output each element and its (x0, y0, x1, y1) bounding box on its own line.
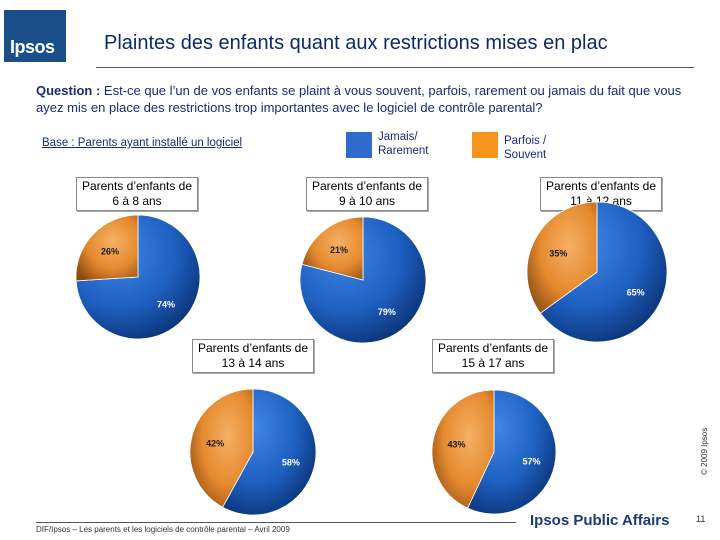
legend-label-parfois: Parfois / Souvent (504, 134, 546, 162)
brand-name: Ipsos Public Affairs (530, 512, 670, 529)
footer-divider (36, 522, 516, 523)
pie-title-13-14: Parents d’enfants de 13 à 14 ans (192, 339, 314, 373)
pie-11-12-slice-blue (539, 201, 668, 343)
pie-9-10-slice-orange (301, 216, 364, 281)
legend-jamais-line1: Jamais/ (378, 131, 418, 143)
pie-title-6-8: Parents d’enfants de 6 à 8 ans (76, 177, 198, 211)
pie-title-15-17-line2: 15 à 17 ans (461, 356, 525, 370)
pie-11-12-label-orange: 35% (549, 248, 567, 258)
pie-11-12-slice-orange (526, 201, 598, 314)
copyright: © 2009 Ipsos (700, 427, 709, 475)
pie-title-11-12-line1: Parents d’enfants de (545, 179, 657, 193)
footer-source: DIF/Ipsos – Les parents et les logiciels… (36, 525, 290, 534)
legend-swatch-blue (346, 132, 372, 158)
pie-title-13-14-line1: Parents d’enfants de (197, 341, 309, 355)
pie-title-13-14-line2: 13 à 14 ans (221, 356, 285, 370)
legend-swatch-orange (472, 132, 498, 158)
pie-9-10-label-orange: 21% (330, 245, 348, 255)
pie-title-6-8-line1: Parents d’enfants de (81, 179, 193, 193)
title-divider (96, 67, 694, 68)
pie-15-17-label-blue: 57% (523, 456, 541, 466)
pie-15-17-slice-orange (431, 389, 495, 509)
pie-title-15-17-line1: Parents d’enfants de (437, 341, 549, 355)
base-note: Base : Parents ayant installé un logicie… (42, 137, 243, 149)
pie-15-17-slice-blue (467, 389, 557, 515)
pie-title-9-10-line1: Parents d’enfants de (311, 179, 423, 193)
ipsos-logo: Ipsos (4, 10, 66, 62)
question-label: Question : (36, 83, 101, 98)
pie-6-8-label-orange: 26% (101, 247, 119, 257)
logo-text: Ipsos (10, 37, 55, 57)
pie-title-15-17: Parents d’enfants de 15 à 17 ans (432, 339, 554, 373)
pie-13-14-label-orange: 42% (206, 438, 224, 448)
page-number: 11 (696, 514, 706, 524)
legend-label-jamais: Jamais/ Rarement (378, 130, 429, 158)
question-text: Question : Est-ce que l’un de vos enfant… (36, 82, 686, 116)
pie-11-12-label-blue: 65% (627, 288, 645, 298)
page-title: Plaintes des enfants quant aux restricti… (104, 32, 608, 54)
question-body: Est-ce que l’un de vos enfants se plaint… (36, 83, 682, 115)
pie-title-6-8-line2: 6 à 8 ans (112, 194, 162, 208)
pie-title-9-10-line2: 9 à 10 ans (338, 194, 396, 208)
pie-6-8-slice-orange (75, 214, 139, 282)
pie-15-17-label-orange: 43% (447, 440, 465, 450)
pie-9-10-label-blue: 79% (378, 307, 396, 317)
pie-6-8-label-blue: 74% (157, 299, 175, 309)
legend-jamais-line2: Rarement (378, 145, 429, 157)
pie-title-9-10: Parents d’enfants de 9 à 10 ans (306, 177, 428, 211)
legend-parfois-line2: Souvent (504, 149, 547, 161)
pie-13-14-label-blue: 58% (282, 458, 300, 468)
legend-parfois-line1: Parfois / (504, 135, 547, 147)
pie-13-14-slice-orange (189, 388, 254, 508)
pie-13-14-slice-blue (222, 388, 317, 516)
